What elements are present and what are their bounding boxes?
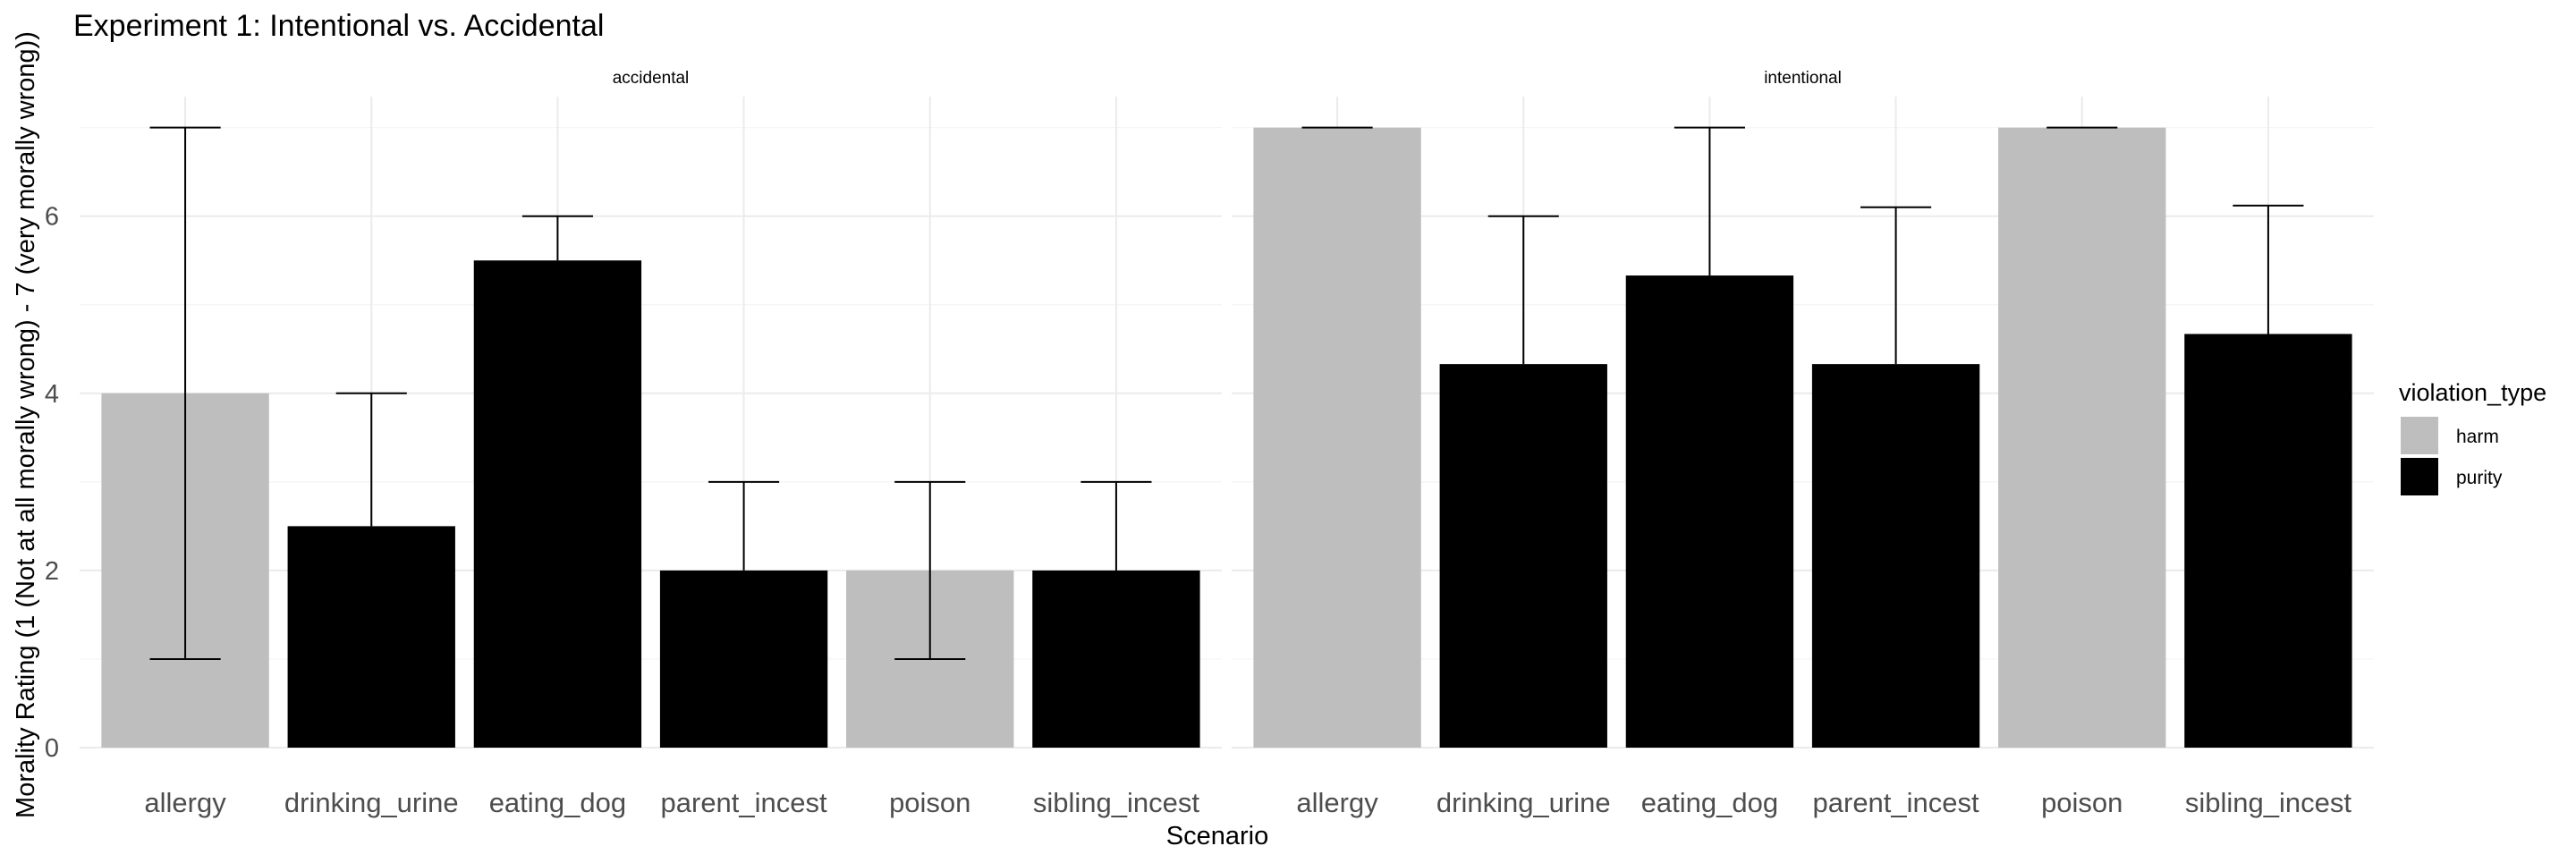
y-axis-title: Morality Rating (1 (Not at all morally w…	[12, 31, 40, 818]
bar-accidental-parent_incest	[659, 570, 828, 748]
x-tick-label: allergy	[144, 787, 226, 818]
legend-title: violation_type	[2399, 379, 2546, 406]
bar-intentional-drinking_urine	[1439, 364, 1607, 748]
y-tick-label: 0	[45, 734, 59, 763]
x-tick-label: poison	[2041, 787, 2123, 818]
x-tick-label: parent_incest	[1813, 787, 1980, 818]
legend-label-purity: purity	[2456, 468, 2503, 488]
legend-swatch-harm	[2401, 417, 2438, 454]
x-tick-label: eating_dog	[489, 787, 626, 818]
bar-intentional-allergy	[1253, 127, 1421, 748]
x-tick-label: parent_incest	[661, 787, 828, 818]
y-tick-label: 2	[45, 557, 59, 586]
bar-intentional-eating_dog	[1625, 275, 1794, 749]
facet-strip-label: intentional	[1764, 69, 1842, 88]
chart-title: Experiment 1: Intentional vs. Accidental	[73, 9, 604, 43]
bar-accidental-eating_dog	[473, 260, 642, 748]
x-tick-label: drinking_urine	[284, 787, 459, 818]
bar-intentional-parent_incest	[1811, 364, 1980, 748]
legend-label-harm: harm	[2456, 427, 2499, 447]
x-tick-label: allergy	[1296, 787, 1378, 818]
bar-accidental-drinking_urine	[287, 526, 455, 748]
x-tick-label: drinking_urine	[1436, 787, 1611, 818]
x-tick-label: poison	[889, 787, 970, 818]
x-tick-label: sibling_incest	[1033, 787, 1199, 818]
facet-strip-label: accidental	[613, 69, 690, 88]
x-axis-title: Scenario	[1166, 822, 1268, 850]
legend-swatch-purity	[2401, 458, 2438, 495]
x-tick-label: sibling_incest	[2185, 787, 2351, 818]
y-tick-label: 4	[45, 380, 59, 409]
x-tick-label: eating_dog	[1641, 787, 1778, 818]
bar-intentional-poison	[1998, 127, 2166, 748]
bar-accidental-sibling_incest	[1032, 570, 1200, 748]
y-tick-label: 6	[45, 203, 59, 232]
bar-intentional-sibling_incest	[2184, 334, 2352, 748]
